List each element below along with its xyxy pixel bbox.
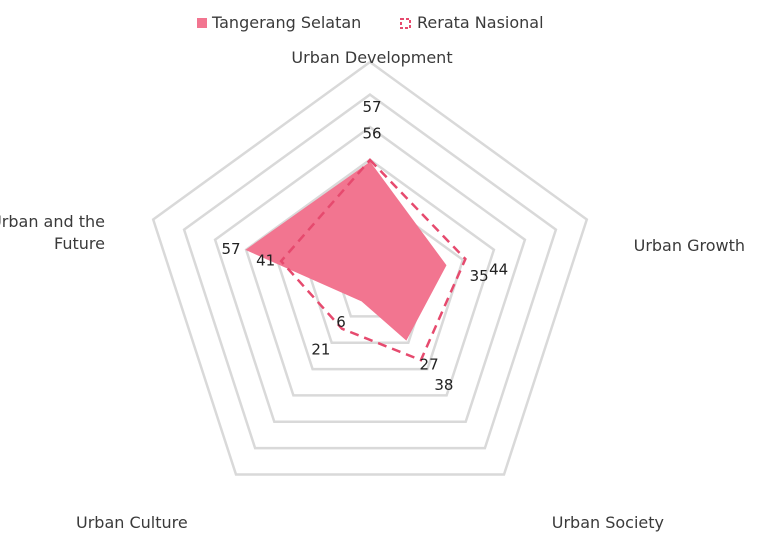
axis-label-0: Urban Development (291, 48, 452, 67)
data-label-tangerang-selatan-1: 35 (470, 267, 489, 285)
data-label-rerata-nasional-3: 21 (311, 341, 330, 359)
axis-label-1: Urban Growth (634, 236, 745, 255)
grid-ring-6 (182, 93, 558, 450)
axis-label-2: Urban Society (552, 513, 664, 532)
legend-label-tangerang-selatan: Tangerang Selatan (211, 13, 361, 32)
grid-ring-7 (151, 60, 589, 476)
data-label-tangerang-selatan-4: 57 (221, 240, 240, 258)
data-label-rerata-nasional-4: 41 (256, 251, 275, 269)
series-layer (245, 158, 467, 362)
data-label-tangerang-selatan-0: 56 (362, 124, 381, 142)
axis-labels: Urban Development Urban Growth Urban Socie… (0, 48, 745, 532)
axis-label-4: Urban and the Future (0, 212, 105, 253)
legend-swatch-rerata-nasional (400, 18, 411, 29)
grid-ring-4 (244, 158, 496, 397)
legend-label-rerata-nasional: Rerata Nasional (417, 13, 544, 32)
data-label-rerata-nasional-0: 57 (362, 98, 381, 116)
data-labels: 56 35 27 6 57 57 44 38 21 41 (221, 98, 508, 394)
axis-label-3: Urban Culture (76, 513, 188, 532)
data-label-tangerang-selatan-3: 6 (336, 313, 346, 331)
series-rerata-nasional (279, 158, 467, 362)
grid-ring-5 (213, 125, 527, 424)
legend: Tangerang Selatan Rerata Nasional (197, 13, 544, 32)
legend-swatch-tangerang-selatan (197, 18, 207, 28)
data-label-tangerang-selatan-2: 27 (420, 356, 439, 374)
data-label-rerata-nasional-2: 38 (434, 376, 453, 394)
data-label-rerata-nasional-1: 44 (489, 261, 508, 279)
series-tangerang-selatan (245, 161, 447, 341)
